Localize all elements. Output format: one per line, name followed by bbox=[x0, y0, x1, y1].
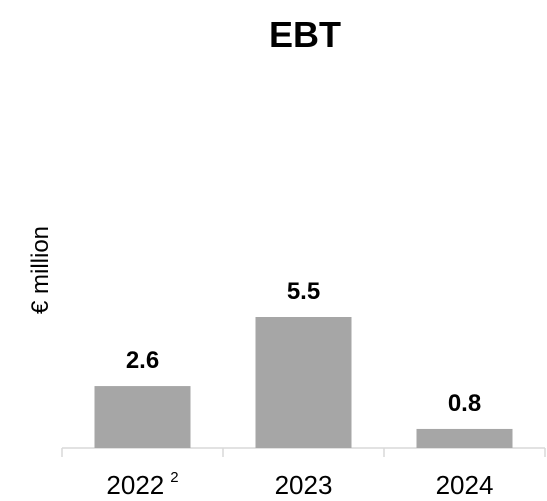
y-axis-label: € million bbox=[27, 226, 54, 314]
x-tick-label-2023: 2023 bbox=[275, 470, 333, 500]
bars bbox=[94, 317, 513, 448]
data-label-2022: 2.6 bbox=[126, 347, 159, 374]
bar-2023 bbox=[255, 317, 352, 448]
x-tick-labels: 2022 2 2023 2024 bbox=[106, 469, 493, 500]
data-label-2024: 0.8 bbox=[448, 390, 481, 417]
bar-2022 bbox=[94, 386, 191, 448]
data-labels: 2.6 5.5 0.8 bbox=[126, 278, 481, 417]
chart-title: EBT bbox=[269, 14, 341, 55]
data-label-2023: 5.5 bbox=[287, 278, 320, 305]
x-tick-label-2022: 2022 2 bbox=[106, 469, 178, 500]
x-tick-label-2024: 2024 bbox=[436, 470, 494, 500]
bar-2024 bbox=[416, 428, 513, 448]
x-axis bbox=[61, 447, 546, 457]
